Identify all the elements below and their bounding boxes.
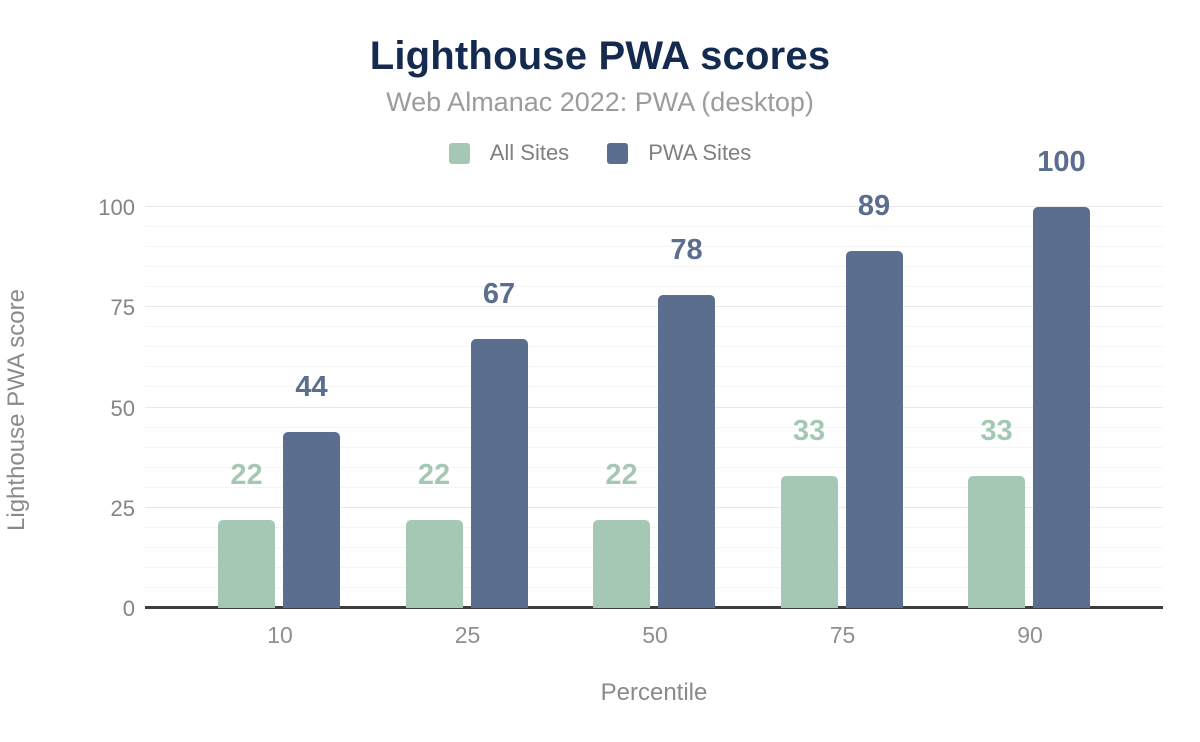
bar-all-sites-p75	[780, 475, 838, 608]
bar-value-label: 22	[605, 458, 638, 491]
all-sites-swatch-icon	[448, 142, 470, 164]
minor-gridline	[145, 286, 1163, 288]
minor-gridline	[145, 526, 1163, 528]
y-tick-label-50: 50	[110, 395, 135, 421]
bar-value-label: 33	[792, 414, 826, 447]
bar-value-label: 100	[1037, 146, 1086, 178]
x-tick-label-90: 90	[1017, 622, 1043, 648]
bar-pwa-sites-p90	[1033, 207, 1090, 608]
bar-all-sites-p90	[968, 475, 1025, 608]
bar-all-sites-p50	[593, 519, 650, 608]
bar-value-label: 22	[230, 458, 263, 491]
bar-pwa-sites-p50	[658, 295, 715, 608]
y-tick-label-100: 100	[98, 195, 135, 220]
minor-gridline	[145, 326, 1163, 328]
minor-gridline	[145, 486, 1163, 488]
x-tick-label-75: 75	[829, 622, 856, 648]
minor-gridline	[145, 246, 1163, 248]
minor-gridline	[145, 426, 1163, 428]
bar-value-label: 33	[980, 414, 1013, 447]
y-tick-label-0: 0	[122, 596, 135, 621]
bar-value-label: 89	[857, 190, 891, 223]
major-gridline	[145, 406, 1163, 408]
bar-value-label: 22	[417, 458, 451, 491]
minor-gridline	[145, 226, 1163, 228]
major-gridline	[145, 306, 1163, 308]
minor-gridline	[145, 586, 1163, 588]
legend-item-all-sites: All Sites	[448, 140, 570, 166]
x-axis-line	[145, 606, 1163, 609]
minor-gridline	[145, 386, 1163, 388]
legend-item-pwa-sites: PWA Sites	[607, 140, 751, 166]
chart-title: Lighthouse PWA scores	[369, 34, 831, 78]
minor-gridline	[145, 546, 1163, 548]
x-tick-label-10: 10	[267, 622, 293, 648]
x-tick-label-25: 25	[454, 622, 481, 648]
minor-gridline	[145, 346, 1163, 348]
legend-label-all-sites: All Sites	[489, 140, 570, 165]
x-tick-label-50: 50	[642, 622, 668, 648]
x-axis-title: Percentile	[600, 679, 708, 706]
y-tick-label-25: 25	[110, 495, 135, 521]
major-gridline	[145, 206, 1163, 207]
legend-label-pwa-sites: PWA Sites	[648, 140, 752, 165]
chart-subtitle: Web Almanac 2022: PWA (desktop)	[386, 87, 814, 117]
minor-gridline	[145, 366, 1163, 368]
minor-gridline	[145, 466, 1163, 468]
bar-all-sites-p25	[405, 519, 463, 608]
major-gridline	[145, 506, 1163, 508]
bar-pwa-sites-p10	[283, 431, 340, 608]
plot-area: 22 44 22 67 22 78 33 89 33 100	[145, 148, 1163, 609]
bar-value-label: 78	[670, 234, 703, 267]
minor-gridline	[145, 266, 1163, 268]
bar-value-label: 67	[482, 278, 516, 311]
bar-value-label: 44	[295, 370, 328, 403]
minor-gridline	[145, 446, 1163, 448]
y-tick-label-75: 75	[110, 295, 135, 321]
legend: All Sites PWA Sites	[0, 140, 1200, 166]
bar-all-sites-p10	[218, 519, 275, 608]
bar-pwa-sites-p25	[470, 339, 528, 608]
minor-gridline	[145, 566, 1163, 568]
pwa-sites-swatch-icon	[607, 142, 629, 164]
bar-pwa-sites-p75	[845, 251, 903, 608]
